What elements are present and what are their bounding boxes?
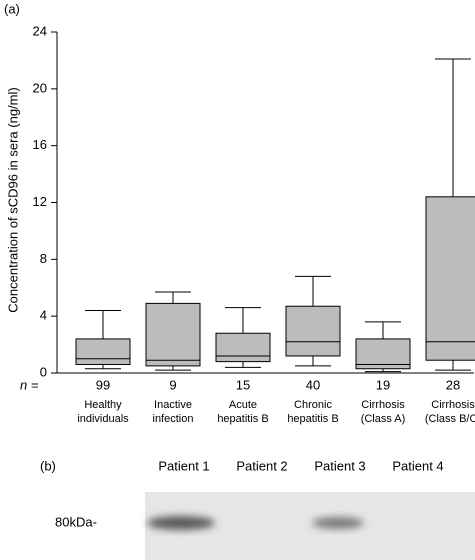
- y-tick-label: 12: [33, 194, 47, 209]
- blot-band: [312, 517, 364, 529]
- lane-label: Patient 2: [236, 458, 287, 473]
- box: [355, 338, 411, 370]
- box: [215, 332, 271, 363]
- n-value: 40: [306, 377, 320, 392]
- lane-label: Patient 1: [158, 458, 209, 473]
- lane-label: Patient 4: [392, 458, 443, 473]
- panel-label: (a): [4, 1, 20, 16]
- box: [285, 305, 341, 357]
- n-value: 9: [169, 377, 176, 392]
- n-value: 15: [236, 377, 250, 392]
- box: [425, 196, 475, 361]
- n-value: 28: [446, 377, 460, 392]
- y-tick-label: 8: [40, 251, 47, 266]
- x-tick-label: Inactive: [154, 399, 192, 411]
- x-tick-label: hepatitis B: [287, 413, 338, 425]
- y-tick-label: 20: [33, 80, 47, 95]
- n-value: 19: [376, 377, 390, 392]
- x-tick-label: (Class A): [361, 413, 406, 425]
- panel-label: (b): [40, 458, 56, 473]
- n-value: 99: [96, 377, 110, 392]
- x-tick-label: Chronic: [294, 399, 332, 411]
- n-label: n =: [20, 377, 39, 392]
- y-axis-label: Concentration of sCD96 in sera (ng/ml): [5, 87, 20, 312]
- box: [75, 338, 131, 365]
- x-tick-label: individuals: [77, 413, 129, 425]
- x-tick-label: infection: [153, 413, 194, 425]
- marker-label: 80kDa-: [55, 514, 97, 529]
- blot-band: [147, 516, 215, 530]
- y-tick-label: 4: [40, 308, 47, 323]
- x-tick-label: Healthy: [84, 399, 122, 411]
- x-tick-label: Acute: [229, 399, 257, 411]
- x-tick-label: Cirrhosis: [361, 399, 405, 411]
- lane-label: Patient 3: [314, 458, 365, 473]
- y-tick-label: 16: [33, 137, 47, 152]
- x-tick-label: Cirrhosis: [431, 399, 475, 411]
- x-tick-label: (Class B/C): [425, 413, 475, 425]
- y-tick-label: 0: [40, 364, 47, 379]
- x-tick-label: hepatitis B: [217, 413, 268, 425]
- y-tick-label: 24: [33, 23, 47, 38]
- box: [145, 302, 201, 367]
